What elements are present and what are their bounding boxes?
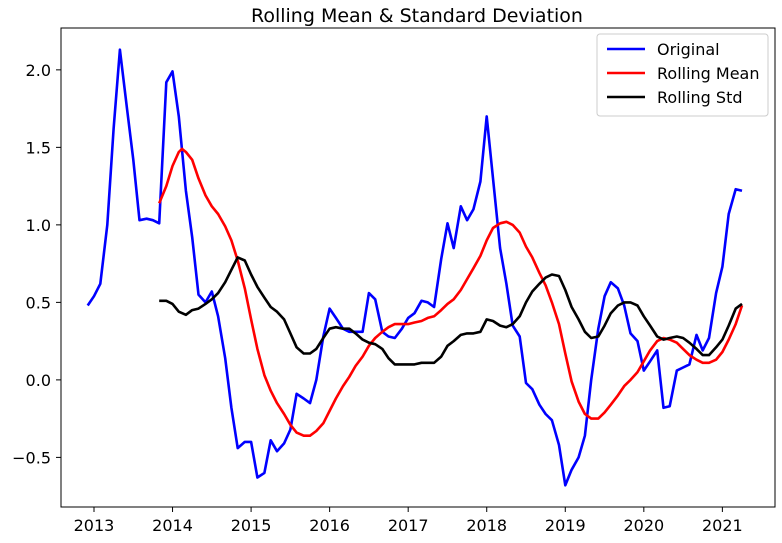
y-axis: −0.5 0.0 0.5 1.0 1.5 2.0 [12, 61, 61, 467]
legend-label: Rolling Mean [657, 64, 760, 83]
plot-area [86, 48, 744, 487]
legend-label: Rolling Std [657, 88, 743, 107]
series-line-rolling-std [159, 256, 743, 366]
axes-frame [60, 27, 776, 508]
y-tick-label: 0.5 [26, 293, 51, 312]
legend-label: Original [657, 40, 720, 59]
legend-box [596, 33, 769, 117]
y-tick-label: 1.5 [26, 138, 51, 157]
x-axis: 2013 2014 2015 2016 2017 2018 2019 2020 2021 [74, 507, 743, 535]
y-tick-label: −0.5 [12, 448, 51, 467]
x-tick-label: 2019 [545, 516, 586, 535]
x-tick-label: 2021 [702, 516, 743, 535]
x-tick-label: 2015 [231, 516, 272, 535]
y-tick-label: 1.0 [26, 216, 51, 235]
x-tick-label: 2017 [388, 516, 429, 535]
series-line-rolling-mean [157, 147, 744, 437]
series-line-original [86, 48, 743, 487]
x-tick-label: 2014 [152, 516, 193, 535]
legend: Original Rolling Mean Rolling Std [596, 33, 769, 117]
x-tick-label: 2013 [74, 516, 115, 535]
x-tick-label: 2016 [309, 516, 350, 535]
y-tick-label: 0.0 [26, 371, 51, 390]
y-tick-label: 2.0 [26, 61, 51, 80]
x-tick-label: 2018 [466, 516, 507, 535]
x-tick-label: 2020 [623, 516, 664, 535]
chart-title: Rolling Mean & Standard Deviation [251, 5, 583, 27]
